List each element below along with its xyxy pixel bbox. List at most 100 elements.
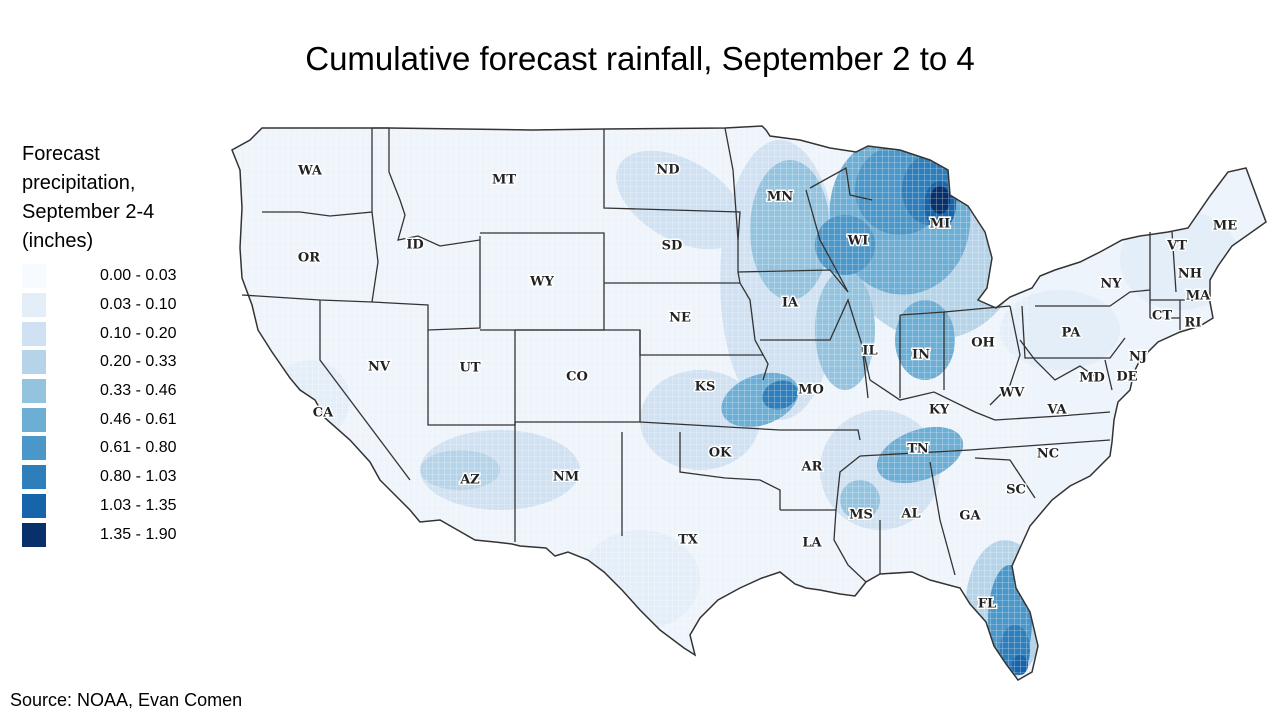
state-label-in: IN (912, 348, 930, 363)
state-border (899, 305, 1011, 316)
state-border (780, 509, 867, 583)
legend-title-line: Forecast (22, 143, 100, 165)
state-border (1021, 305, 1126, 359)
state-label-mn: MN (767, 190, 793, 205)
state-border (639, 421, 781, 431)
state-borders (231, 125, 1267, 681)
state-label-az: AZ (459, 473, 480, 488)
legend-bin: 0.00 - 0.03 (22, 262, 232, 291)
state-border (262, 128, 373, 217)
state-border (989, 305, 1021, 406)
legend-swatch (22, 407, 46, 432)
forecast-grid (232, 126, 1030, 680)
state-border (603, 129, 741, 284)
state-label-va: VA (1046, 403, 1067, 418)
state-label-tn: TN (907, 442, 929, 457)
state-label-nm: NM (553, 470, 579, 485)
legend-bin: 0.33 - 0.46 (22, 377, 232, 406)
state-label-wy: WY (529, 275, 555, 290)
state-label-mo: MO (798, 383, 824, 398)
legend-title: Forecast precipitation, September 2-4 (i… (22, 140, 232, 256)
legend-range-label: 1.35 - 1.90 (100, 525, 177, 543)
state-label-ms: MS (849, 508, 873, 523)
state-label-ga: GA (959, 509, 981, 524)
state-label-nv: NV (368, 360, 391, 375)
state-label-oh: OH (971, 336, 995, 351)
legend-swatch (22, 522, 46, 547)
state-label-ia: IA (782, 296, 799, 311)
state-label-ne: NE (669, 311, 691, 326)
state-border (929, 461, 956, 576)
legend-bin: 0.10 - 0.20 (22, 319, 232, 348)
state-border (861, 344, 871, 381)
state-border (427, 330, 516, 426)
legend-range-label: 0.80 - 1.03 (100, 468, 177, 486)
legend-range-label: 0.33 - 0.46 (100, 382, 177, 400)
state-border (371, 127, 481, 331)
state-border (319, 300, 411, 481)
legend-swatch (22, 264, 46, 289)
legend-range-label: 1.03 - 1.35 (100, 496, 177, 514)
state-label-al: AL (900, 507, 920, 522)
state-label-nj: NJ (1129, 350, 1147, 365)
state-border (639, 330, 763, 356)
state-border (1104, 359, 1113, 391)
legend-bin: 0.03 - 0.10 (22, 291, 232, 320)
state-label-la: LA (802, 536, 822, 551)
state-label-ut: UT (459, 361, 480, 376)
state-label-wv: WV (999, 386, 1026, 401)
state-label-il: IL (862, 344, 877, 359)
state-label-id: ID (406, 238, 423, 253)
legend-title-line: precipitation, (22, 172, 136, 194)
state-border (1035, 289, 1151, 307)
legend-range-label: 0.10 - 0.20 (100, 324, 177, 342)
legend-swatch (22, 293, 46, 318)
state-border (869, 379, 996, 421)
legend-bin: 0.61 - 0.80 (22, 434, 232, 463)
state-border (974, 457, 1036, 499)
state-label-ar: AR (801, 460, 823, 475)
state-label-or: OR (298, 251, 320, 266)
legend: Forecast precipitation, September 2-4 (i… (22, 140, 232, 549)
state-label-vt: VT (1166, 239, 1187, 254)
legend-range-label: 0.00 - 0.03 (100, 267, 177, 285)
state-border (994, 411, 1111, 421)
us-border (231, 125, 1267, 681)
chart-title: Cumulative forecast rainfall, September … (305, 40, 975, 77)
state-border (737, 269, 849, 293)
state-border (859, 449, 971, 457)
state-label-tx: TX (678, 533, 699, 548)
state-border (1019, 339, 1101, 381)
state-border (1171, 231, 1177, 293)
state-label-ny: NY (1100, 277, 1122, 292)
legend-swatch (22, 350, 46, 375)
state-labels: WA OR CA ID NV MT WY UT AZ CO NM ND SD NE KS OK TX MN IA MO… (296, 161, 1239, 613)
source-note: Source: NOAA, Evan Comen (10, 690, 243, 710)
legend-swatch (22, 465, 46, 490)
state-border (515, 329, 641, 423)
state-label-wi: WI (847, 234, 869, 249)
state-label-nd: ND (656, 163, 679, 178)
state-label-md: MD (1079, 371, 1105, 386)
state-label-ca: CA (313, 406, 334, 421)
legend-swatch (22, 321, 46, 346)
legend-bin: 0.20 - 0.33 (22, 348, 232, 377)
state-label-ma: MA (1186, 289, 1211, 304)
legend-range-label: 0.03 - 0.10 (100, 296, 177, 314)
state-label-nh: NH (1178, 267, 1202, 282)
legend-swatch (22, 436, 46, 461)
legend-range-label: 0.20 - 0.33 (100, 353, 177, 371)
state-label-nc: NC (1037, 447, 1059, 462)
state-label-ct: CT (1152, 309, 1172, 324)
legend-title-line: September 2-4 (22, 201, 155, 223)
state-border (760, 298, 869, 399)
legend-title-line: (inches) (22, 230, 94, 252)
state-label-ok: OK (709, 446, 732, 461)
legend-bin: 0.80 - 1.03 (22, 463, 232, 492)
legend-range-label: 0.46 - 0.61 (100, 410, 177, 428)
legend-bin: 1.35 - 1.90 (22, 520, 232, 549)
legend-bins: 0.00 - 0.03 0.03 - 0.10 0.10 - 0.20 0.20… (22, 262, 232, 549)
state-border (604, 282, 769, 381)
state-label-wa: WA (297, 164, 323, 179)
